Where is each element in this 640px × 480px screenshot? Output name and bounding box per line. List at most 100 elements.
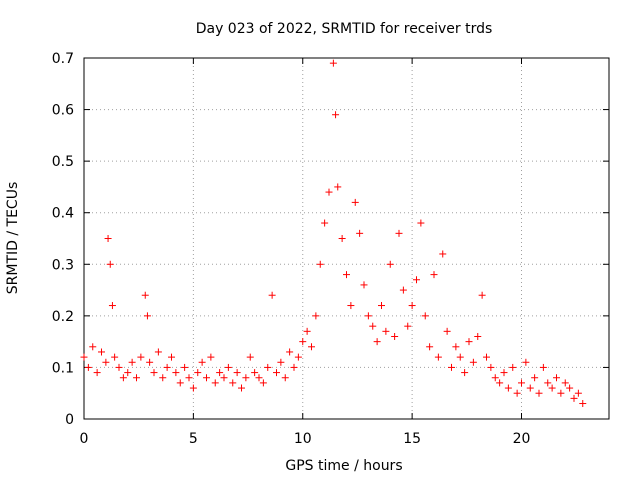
data-point [347, 302, 355, 310]
data-point [290, 363, 298, 371]
data-point [255, 374, 263, 382]
data-point [496, 379, 504, 387]
x-axis-title: GPS time / hours [285, 458, 402, 474]
data-point [98, 348, 105, 356]
y-tick-label: 0.4 [52, 206, 74, 222]
data-point [224, 363, 232, 371]
chart-title: Day 023 of 2022, SRMTID for receiver trd… [196, 21, 493, 37]
data-point [404, 322, 412, 330]
data-point [251, 369, 259, 377]
data-point [421, 312, 429, 320]
data-point [448, 363, 455, 371]
data-point [242, 374, 250, 382]
data-point [84, 363, 92, 371]
data-point [522, 358, 530, 366]
x-tick-label: 0 [80, 431, 89, 447]
data-point [233, 369, 241, 377]
data-point [382, 327, 390, 335]
data-point [561, 379, 569, 387]
data-point [102, 358, 110, 366]
data-point [504, 384, 512, 392]
data-point [509, 363, 517, 371]
data-point [544, 379, 552, 387]
data-point [539, 363, 547, 371]
data-point [579, 400, 587, 408]
data-point [574, 389, 582, 397]
data-point [115, 363, 123, 371]
data-point [553, 374, 560, 382]
data-point [119, 374, 127, 382]
y-tick-label: 0.7 [52, 51, 74, 67]
data-point [273, 369, 280, 377]
data-point [413, 276, 420, 284]
data-point [146, 358, 154, 366]
data-point [150, 369, 158, 377]
y-tick-label: 0.6 [52, 103, 74, 119]
data-point [172, 369, 180, 377]
data-point [316, 260, 324, 268]
data-point [321, 219, 329, 227]
data-point [474, 332, 482, 340]
data-point [386, 260, 394, 268]
data-point [417, 219, 425, 227]
data-point [141, 291, 149, 299]
data-point [303, 327, 311, 335]
data-point [491, 374, 499, 382]
data-point [312, 312, 320, 320]
data-point [369, 322, 377, 330]
data-point [531, 374, 539, 382]
data-point [308, 343, 315, 351]
data-point [299, 338, 307, 346]
data-point [557, 389, 565, 397]
data-point [483, 353, 490, 361]
data-point [338, 235, 346, 242]
data-point [220, 374, 228, 382]
data-point [238, 384, 245, 392]
y-tick-label: 0.1 [52, 360, 74, 376]
data-point [277, 358, 285, 366]
data-point [159, 374, 167, 382]
data-point [469, 358, 477, 366]
data-point [194, 369, 202, 377]
data-point [395, 229, 403, 237]
data-point [478, 291, 486, 299]
data-point [80, 353, 88, 361]
data-point [343, 271, 350, 279]
data-point [259, 379, 267, 387]
data-point [198, 358, 206, 366]
data-point [137, 353, 145, 361]
data-point [452, 343, 460, 351]
data-points [80, 59, 587, 408]
data-point [518, 379, 525, 387]
data-point [461, 369, 469, 377]
data-point [443, 327, 451, 335]
data-point [89, 343, 97, 351]
data-point [430, 271, 438, 279]
data-point [570, 394, 578, 402]
data-point [373, 338, 381, 346]
data-point [124, 369, 132, 377]
data-point [332, 111, 340, 119]
data-point [294, 353, 302, 361]
data-point [163, 363, 171, 371]
data-point [465, 338, 473, 346]
data-point [211, 379, 219, 387]
data-point [360, 281, 368, 289]
data-point [356, 229, 364, 237]
x-tick-label: 15 [403, 431, 421, 447]
data-point [487, 363, 495, 371]
data-point [111, 353, 119, 361]
data-point [548, 384, 556, 392]
data-point [399, 286, 407, 294]
data-point [106, 260, 114, 268]
data-point [500, 369, 508, 377]
data-point [104, 235, 112, 242]
data-point [513, 389, 521, 397]
x-tick-label: 20 [513, 431, 531, 447]
data-point [566, 384, 574, 392]
data-point [108, 302, 116, 310]
data-point [93, 369, 101, 377]
plot-frame [83, 57, 610, 420]
data-point [176, 379, 184, 387]
data-point [526, 384, 534, 392]
